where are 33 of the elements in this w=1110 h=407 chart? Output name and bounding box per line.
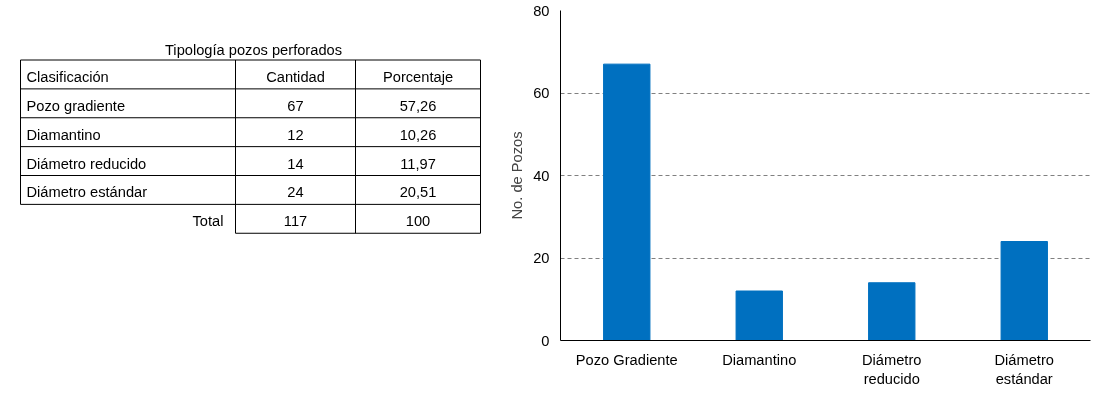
text: Total: [192, 213, 224, 230]
text: 100: [405, 213, 431, 230]
text: Diámetro reducido: [26, 155, 147, 172]
y-tick-label: 20: [533, 250, 550, 266]
y-tick-label: 60: [533, 85, 550, 101]
y-axis-title: No. de Pozos: [509, 131, 526, 220]
text: 11,97: [400, 155, 436, 172]
x-tick-label: Diámetro reducido: [862, 351, 922, 387]
text: Porcentaje: [382, 68, 454, 85]
text: Diamantino: [26, 126, 101, 143]
text: Clasificación: [26, 68, 109, 85]
text: Tipología pozos perforados: [164, 42, 343, 59]
text: Pozo gradiente: [26, 97, 126, 114]
y-tick-label: 80: [533, 2, 550, 19]
text: 12: [287, 126, 304, 143]
text: Cantidad: [266, 68, 325, 85]
text: 57,26: [399, 97, 437, 114]
x-tick-label: Diamantino: [722, 351, 797, 368]
x-tick-label: Pozo Gradiente: [575, 351, 678, 368]
y-tick-label: 0: [541, 332, 550, 349]
text: 20,51: [399, 184, 437, 201]
bar: [868, 282, 916, 341]
text: 24: [287, 184, 304, 201]
bar: [735, 290, 783, 341]
bar: [603, 63, 651, 341]
text: 10,26: [399, 126, 437, 143]
x-tick-label: Diámetro estándar: [994, 351, 1054, 387]
text: 117: [283, 213, 308, 230]
y-tick-label: 40: [533, 167, 550, 184]
text: 14: [287, 155, 304, 172]
text: Diámetro estándar: [26, 184, 148, 201]
text: 67: [287, 97, 304, 114]
bar: [1000, 241, 1048, 341]
